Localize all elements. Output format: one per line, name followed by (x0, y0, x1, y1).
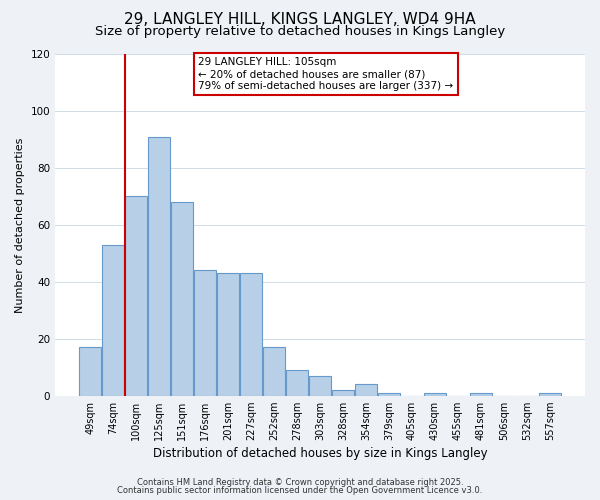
Bar (355, 384, 377, 396)
Bar (539, 393, 561, 396)
Bar (263, 348, 285, 396)
Bar (102, 245, 124, 396)
Text: 29, LANGLEY HILL, KINGS LANGLEY, WD4 9HA: 29, LANGLEY HILL, KINGS LANGLEY, WD4 9HA (124, 12, 476, 28)
Y-axis label: Number of detached properties: Number of detached properties (15, 137, 25, 312)
Bar (79, 348, 101, 396)
Bar (217, 274, 239, 396)
Bar (378, 393, 400, 396)
Bar (470, 393, 492, 396)
Bar (424, 393, 446, 396)
Text: Size of property relative to detached houses in Kings Langley: Size of property relative to detached ho… (95, 25, 505, 38)
Bar (125, 196, 147, 396)
Bar (171, 202, 193, 396)
Text: 29 LANGLEY HILL: 105sqm
← 20% of detached houses are smaller (87)
79% of semi-de: 29 LANGLEY HILL: 105sqm ← 20% of detache… (198, 58, 454, 90)
Text: Contains HM Land Registry data © Crown copyright and database right 2025.: Contains HM Land Registry data © Crown c… (137, 478, 463, 487)
Bar (194, 270, 216, 396)
Bar (240, 274, 262, 396)
Bar (309, 376, 331, 396)
Text: Contains public sector information licensed under the Open Government Licence v3: Contains public sector information licen… (118, 486, 482, 495)
Bar (332, 390, 354, 396)
X-axis label: Distribution of detached houses by size in Kings Langley: Distribution of detached houses by size … (153, 447, 487, 460)
Bar (148, 136, 170, 396)
Bar (286, 370, 308, 396)
